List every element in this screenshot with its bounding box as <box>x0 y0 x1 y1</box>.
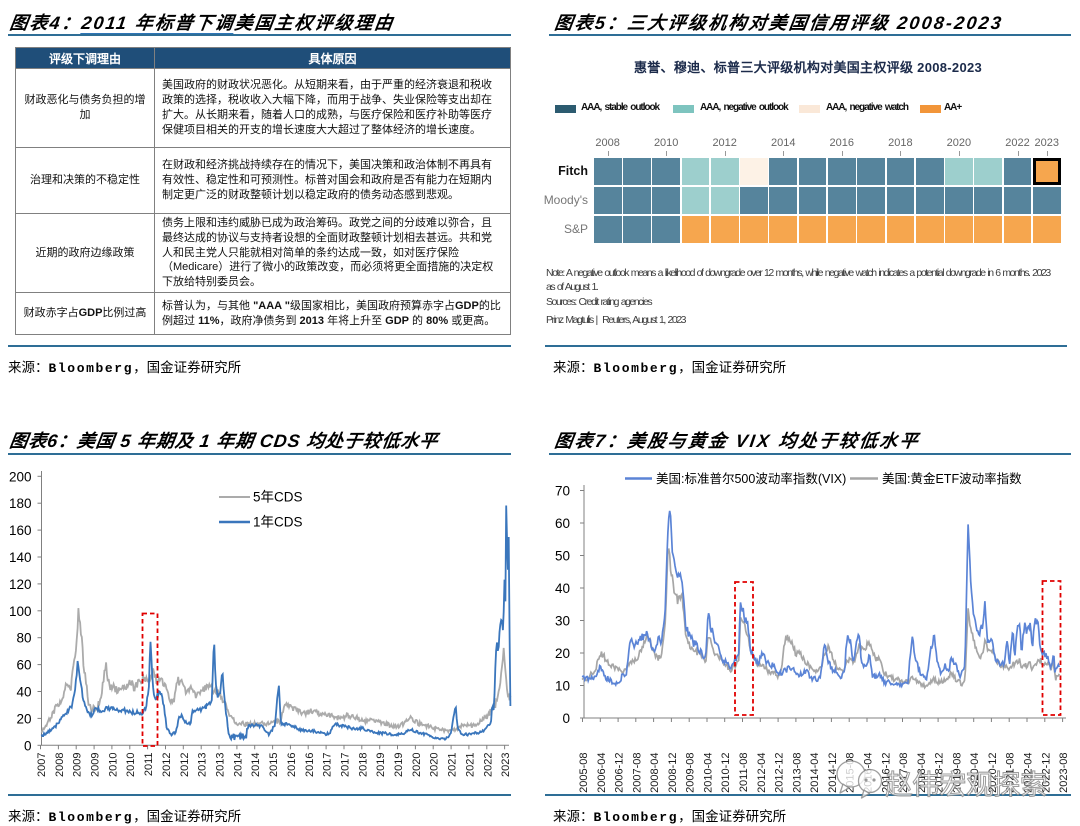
svg-text:2012: 2012 <box>161 753 173 777</box>
svg-text:2005-08: 2005-08 <box>578 753 590 793</box>
svg-text:2022-04: 2022-04 <box>1023 753 1035 793</box>
svg-text:2023: 2023 <box>500 753 512 777</box>
svg-text:2017: 2017 <box>340 753 352 777</box>
svg-text:120: 120 <box>9 577 32 592</box>
svg-text:2020: 2020 <box>411 753 423 777</box>
svg-text:2016-12: 2016-12 <box>880 753 892 793</box>
svg-text:2008-04: 2008-04 <box>649 753 661 793</box>
svg-text:2014-12: 2014-12 <box>827 753 839 793</box>
svg-text:2007: 2007 <box>36 753 48 777</box>
svg-text:180: 180 <box>9 496 32 511</box>
svg-text:2010-04: 2010-04 <box>703 753 715 793</box>
svg-text:2010: 2010 <box>107 753 119 777</box>
svg-text:140: 140 <box>9 550 32 565</box>
svg-text:50: 50 <box>555 549 570 564</box>
svg-text:5年CDS: 5年CDS <box>253 490 303 505</box>
svg-text:30: 30 <box>555 614 570 629</box>
svg-text:10: 10 <box>555 679 570 694</box>
svg-text:2016: 2016 <box>304 753 316 777</box>
svg-text:200: 200 <box>9 469 32 484</box>
svg-text:60: 60 <box>16 658 31 673</box>
svg-text:2014: 2014 <box>250 753 262 777</box>
svg-text:2011-08: 2011-08 <box>738 753 750 793</box>
svg-text:60: 60 <box>555 516 570 531</box>
svg-text:2021: 2021 <box>464 753 476 777</box>
svg-text:2018-04: 2018-04 <box>916 753 928 793</box>
svg-text:2017-08: 2017-08 <box>898 753 910 793</box>
svg-text:80: 80 <box>16 631 31 646</box>
svg-text:2009: 2009 <box>90 753 102 777</box>
svg-text:2014-04: 2014-04 <box>809 753 821 793</box>
svg-text:70: 70 <box>555 484 570 499</box>
svg-text:2019: 2019 <box>393 753 405 777</box>
svg-text:2020-04: 2020-04 <box>969 753 981 793</box>
svg-text:2009: 2009 <box>72 753 84 777</box>
svg-text:160: 160 <box>9 523 32 538</box>
svg-text:2018-12: 2018-12 <box>934 753 946 793</box>
svg-text:40: 40 <box>16 685 31 700</box>
svg-text:2012-04: 2012-04 <box>756 753 768 793</box>
svg-text:2012-12: 2012-12 <box>774 753 786 793</box>
svg-text:0: 0 <box>562 711 570 726</box>
svg-text:2017: 2017 <box>322 753 334 777</box>
svg-text:2022: 2022 <box>482 753 494 777</box>
svg-text:2013: 2013 <box>197 753 209 777</box>
svg-text:2006-04: 2006-04 <box>596 753 608 793</box>
svg-text:40: 40 <box>555 581 570 596</box>
svg-text:2019-08: 2019-08 <box>951 753 963 793</box>
svg-text:2011: 2011 <box>143 753 155 777</box>
svg-text:2014: 2014 <box>232 753 244 777</box>
svg-text:2020: 2020 <box>429 753 441 777</box>
svg-text:2010-12: 2010-12 <box>720 753 732 793</box>
svg-text:20: 20 <box>16 711 31 726</box>
svg-text:2008: 2008 <box>54 753 66 777</box>
svg-text:2013: 2013 <box>215 753 227 777</box>
svg-text:2010: 2010 <box>125 753 137 777</box>
svg-text:2021: 2021 <box>447 753 459 777</box>
svg-text:美国:标准普尔500波动率指数(VIX): 美国:标准普尔500波动率指数(VIX) <box>656 471 846 486</box>
svg-text:2016: 2016 <box>286 753 298 777</box>
svg-text:2023-08: 2023-08 <box>1058 753 1070 793</box>
svg-text:2022-12: 2022-12 <box>1040 753 1052 793</box>
svg-text:2006-12: 2006-12 <box>614 753 626 793</box>
svg-text:0: 0 <box>24 738 32 753</box>
svg-text:20: 20 <box>555 646 570 661</box>
svg-text:2015: 2015 <box>268 753 280 777</box>
svg-text:2008-12: 2008-12 <box>667 753 679 793</box>
svg-text:2018: 2018 <box>357 753 369 777</box>
svg-text:2019: 2019 <box>375 753 387 777</box>
svg-text:2013-08: 2013-08 <box>791 753 803 793</box>
svg-text:1年CDS: 1年CDS <box>253 515 303 530</box>
svg-text:2021-08: 2021-08 <box>1005 753 1017 793</box>
svg-text:美国:黄金ETF波动率指数: 美国:黄金ETF波动率指数 <box>882 471 1022 486</box>
svg-text:2020-12: 2020-12 <box>987 753 999 793</box>
svg-text:100: 100 <box>9 604 32 619</box>
svg-text:2009-08: 2009-08 <box>685 753 697 793</box>
svg-text:2007-08: 2007-08 <box>631 753 643 793</box>
svg-text:2012: 2012 <box>179 753 191 777</box>
